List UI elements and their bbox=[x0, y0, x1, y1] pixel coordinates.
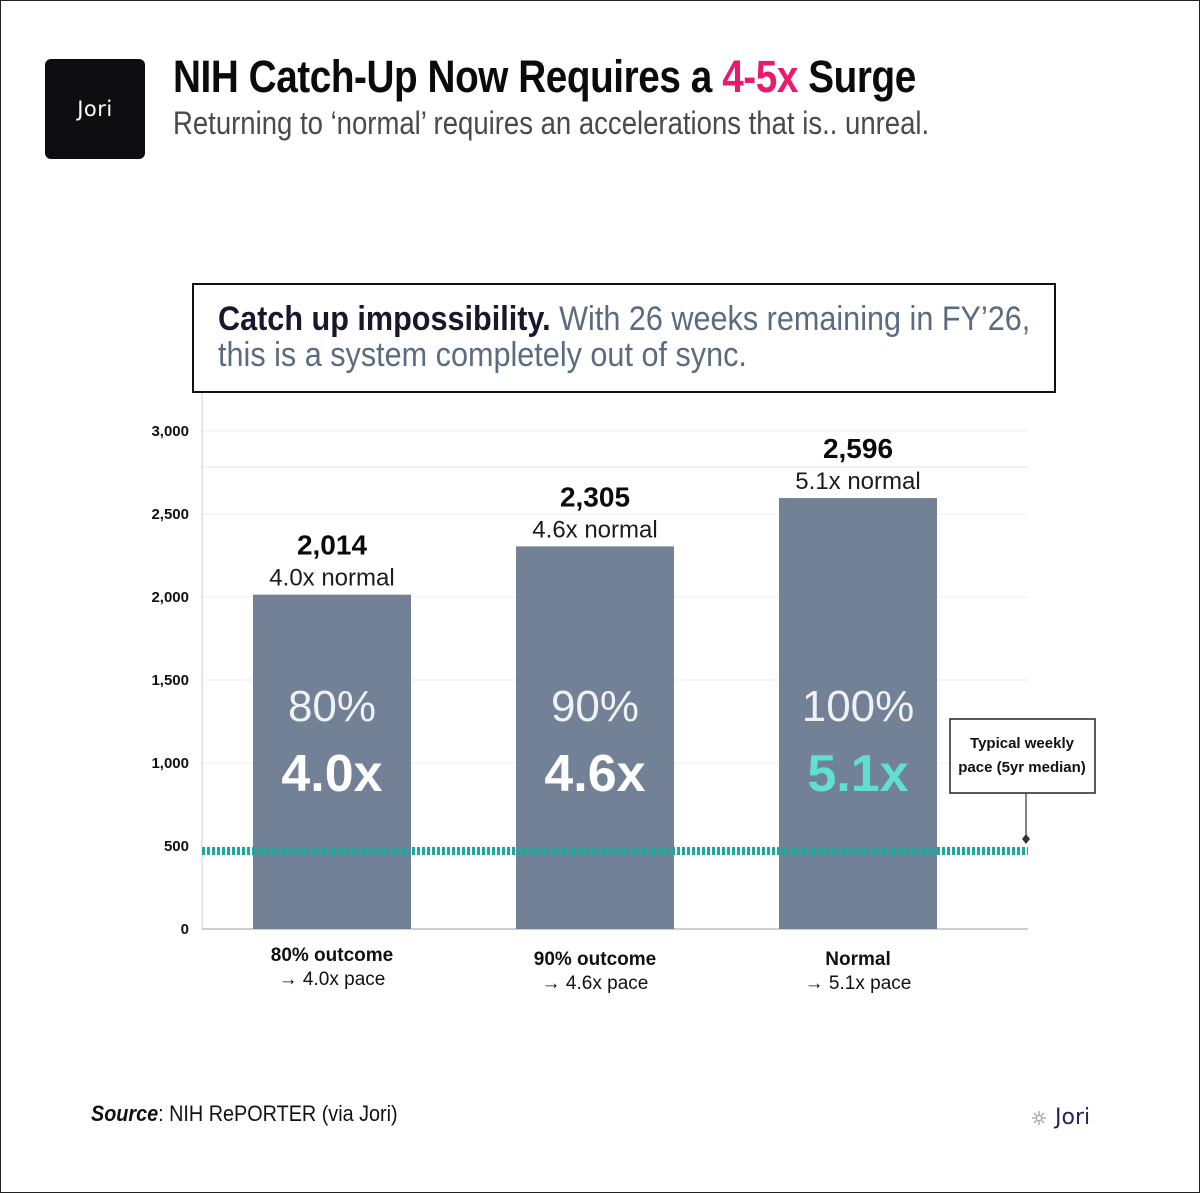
bar bbox=[779, 498, 937, 929]
y-tick-label: 1,500 bbox=[151, 672, 189, 689]
bar-percent-label: 80% bbox=[288, 682, 376, 731]
starburst-icon bbox=[1032, 1110, 1046, 1125]
callout-line2: this is a system completely out of sync. bbox=[218, 336, 747, 374]
page-subtitle: Returning to ‘normal’ requires an accele… bbox=[173, 105, 930, 141]
bar-multiple-label: 4.6x normal bbox=[532, 516, 657, 543]
bar bbox=[253, 594, 411, 929]
jori-logo: Jori bbox=[45, 59, 145, 159]
page-title: NIH Catch-Up Now Requires a 4-5x Surge bbox=[173, 51, 916, 103]
callout-box: Catch up impossibility. With 26 weeks re… bbox=[192, 283, 1056, 393]
x-category-label: 90% outcome bbox=[534, 949, 656, 970]
x-category-sublabel: → 5.1x pace bbox=[805, 973, 912, 994]
callout-bold: Catch up impossibility. bbox=[218, 300, 551, 338]
title-text-pre: NIH Catch-Up Now Requires a bbox=[173, 51, 723, 102]
x-category-sublabel: → 4.0x pace bbox=[279, 969, 386, 990]
y-tick-label: 1,000 bbox=[151, 755, 189, 772]
bar-value-label: 2,596 bbox=[823, 433, 893, 464]
title-highlight: 4-5x bbox=[722, 51, 798, 102]
title-text-post: Surge bbox=[797, 51, 916, 102]
y-tick-label: 500 bbox=[164, 838, 189, 855]
annotation-line2: pace (5yr median) bbox=[958, 759, 1086, 776]
bar-multiple-label: 5.1x normal bbox=[795, 468, 920, 495]
x-category-sublabel: → 4.6x pace bbox=[542, 973, 649, 994]
source-text: : NIH RePORTER (via Jori) bbox=[158, 1101, 398, 1126]
annotation-line1: Typical weekly bbox=[970, 735, 1075, 752]
x-category-label: 80% outcome bbox=[271, 945, 393, 966]
y-tick-label: 2,000 bbox=[151, 589, 189, 606]
bar-multiplier-label: 4.6x bbox=[544, 745, 645, 803]
callout-text: Catch up impossibility. With 26 weeks re… bbox=[218, 301, 1030, 373]
x-category-label: Normal bbox=[825, 949, 890, 970]
y-tick-label: 3,000 bbox=[151, 423, 189, 440]
bar-value-label: 2,305 bbox=[560, 481, 630, 512]
bar-multiplier-label: 4.0x bbox=[281, 745, 382, 803]
bar-multiple-label: 4.0x normal bbox=[269, 565, 394, 592]
bar-percent-label: 100% bbox=[802, 682, 915, 731]
y-tick-label: 2,500 bbox=[151, 506, 189, 523]
bar-percent-label: 90% bbox=[551, 682, 639, 731]
source-note: Source: NIH RePORTER (via Jori) bbox=[91, 1101, 398, 1127]
bar-value-label: 2,014 bbox=[297, 530, 367, 561]
bar-multiplier-label: 5.1x bbox=[807, 745, 908, 803]
callout-line1: With 26 weeks remaining in FY’26, bbox=[550, 300, 1031, 338]
annotation-box bbox=[949, 718, 1096, 794]
annotation-pointer bbox=[1022, 834, 1030, 844]
source-label: Source bbox=[91, 1101, 159, 1126]
bar bbox=[516, 546, 674, 929]
footer-brand: Jori bbox=[1031, 1105, 1090, 1130]
logo-text: Jori bbox=[77, 97, 113, 121]
y-tick-label: 0 bbox=[181, 921, 189, 938]
brand-text: Jori bbox=[1055, 1105, 1091, 1130]
